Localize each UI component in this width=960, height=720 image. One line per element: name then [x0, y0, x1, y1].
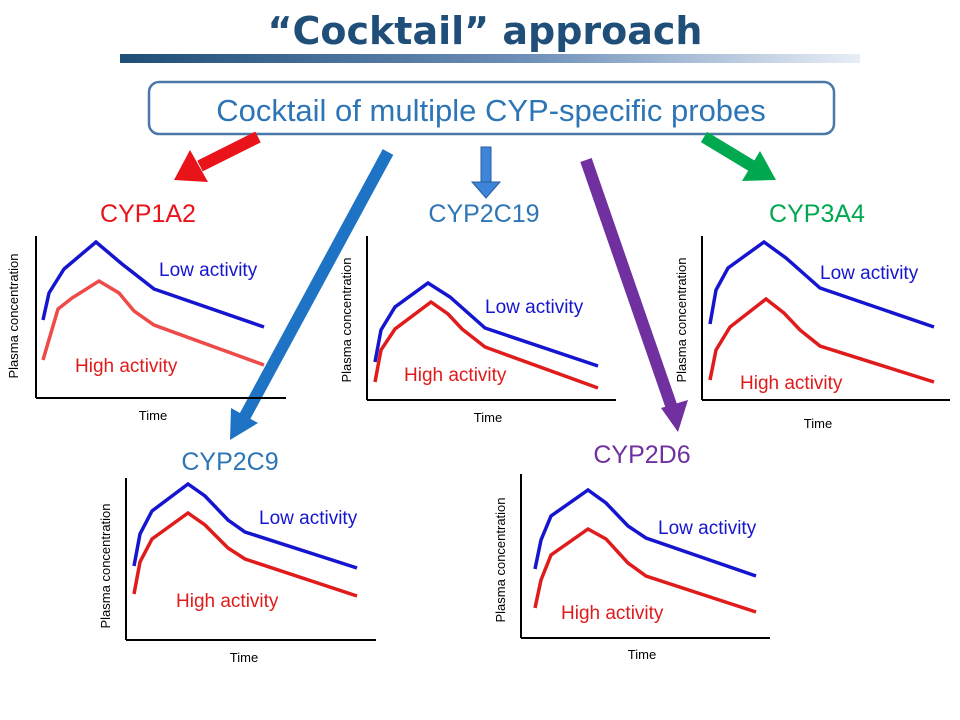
probe-box: [147, 80, 836, 136]
y-axis-label: Plasma concentration: [493, 497, 508, 622]
high-activity-label: High activity: [404, 365, 507, 386]
high-activity-curve: [373, 299, 599, 390]
low-activity-label: Low activity: [159, 260, 258, 281]
high-activity-curve: [708, 296, 935, 384]
y-axis-label: Plasma concentration: [98, 503, 113, 628]
low-activity-label: Low activity: [658, 518, 757, 539]
enzyme-label: CYP3A4: [769, 200, 865, 228]
x-axis-label: Time: [474, 410, 502, 425]
probe-box-text: Cocktail of multiple CYP-specific probes: [216, 93, 766, 128]
arrow-to-cyp2d6: [580, 158, 688, 432]
high-activity-curve: [41, 278, 265, 367]
low-activity-label: Low activity: [259, 508, 358, 529]
low-activity-label: Low activity: [485, 297, 584, 318]
panel-cyp2c19: CYP2C19 Low activity High activity Time …: [339, 200, 616, 425]
y-axis-label: Plasma concentration: [6, 253, 21, 378]
panel-cyp3a4: CYP3A4 Low activity High activity Time P…: [674, 200, 950, 431]
title-underline: [120, 54, 860, 63]
high-activity-curve: [132, 510, 358, 598]
enzyme-label: CYP1A2: [100, 200, 196, 228]
x-axis-label: Time: [230, 650, 258, 665]
low-activity-curve: [41, 239, 265, 329]
enzyme-label: CYP2C9: [181, 448, 278, 476]
high-activity-curve: [533, 526, 757, 614]
panel-cyp1a2: CYP1A2 Low activity High activity Time P…: [6, 200, 286, 423]
enzyme-label: CYP2C19: [428, 200, 539, 228]
y-axis-label: Plasma concentration: [674, 257, 689, 382]
panel-cyp2d6: CYP2D6 Low activity High activity Time P…: [493, 441, 770, 662]
arrow-to-cyp2c9: [230, 149, 394, 440]
y-axis-label: Plasma concentration: [339, 257, 354, 382]
high-activity-label: High activity: [740, 373, 843, 394]
low-activity-curve: [533, 487, 757, 578]
x-axis-label: Time: [139, 408, 167, 423]
high-activity-label: High activity: [561, 603, 664, 624]
low-activity-label: Low activity: [820, 263, 919, 284]
x-axis-label: Time: [804, 416, 832, 431]
high-activity-label: High activity: [176, 591, 279, 612]
high-activity-label: High activity: [75, 356, 178, 377]
enzyme-label: CYP2D6: [593, 441, 690, 469]
low-activity-curve: [373, 280, 599, 368]
arrow-to-cyp2c19: [470, 146, 502, 199]
arrow-to-cyp3a4: [700, 131, 776, 181]
low-activity-curve: [708, 239, 935, 329]
panel-cyp2c9: CYP2C9 Low activity High activity Time P…: [98, 448, 376, 665]
page-title: “Cocktail” approach: [268, 9, 703, 53]
x-axis-label: Time: [628, 647, 656, 662]
low-activity-curve: [132, 481, 358, 570]
arrow-to-cyp1a2: [174, 131, 261, 182]
